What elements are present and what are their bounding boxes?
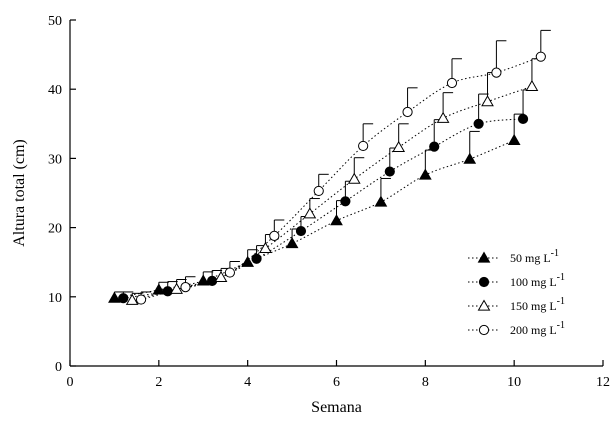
x-tick-label: 4 xyxy=(244,375,251,390)
y-tick-label: 30 xyxy=(48,152,62,167)
legend-entry: 50 mg L-1 xyxy=(510,248,559,265)
data-point-marker xyxy=(118,293,129,304)
data-point-marker xyxy=(535,51,546,62)
x-tick-label: 2 xyxy=(155,375,162,390)
data-point-marker xyxy=(491,67,502,78)
data-point-marker xyxy=(170,282,183,294)
data-point-marker xyxy=(330,214,343,226)
data-point-marker xyxy=(295,225,307,237)
data-point-marker xyxy=(241,255,255,267)
data-point-marker xyxy=(259,241,272,253)
data-point-marker xyxy=(125,293,139,305)
data-point-marker xyxy=(224,267,235,278)
data-point-marker xyxy=(374,195,388,207)
data-point-marker xyxy=(478,276,490,288)
axes: 0 2 4 6 8 10 12 0 10 20 30 40 50 xyxy=(48,14,610,390)
data-point-marker xyxy=(477,251,491,263)
y-tick-label: 40 xyxy=(48,83,62,98)
data-point-marker xyxy=(214,270,228,283)
x-tick-label: 10 xyxy=(507,375,521,390)
data-point-marker xyxy=(477,299,491,311)
data-point-marker xyxy=(162,286,173,297)
y-tick-label: 50 xyxy=(48,14,62,29)
data-point-marker xyxy=(251,253,262,264)
legend-entry: 150 mg L-1 xyxy=(510,296,565,313)
data-point-marker xyxy=(135,294,147,305)
data-point-marker xyxy=(392,140,406,152)
fit-curve xyxy=(123,118,524,299)
fit-curve xyxy=(114,139,515,299)
data-point-marker xyxy=(517,113,529,125)
data-point-marker xyxy=(384,166,395,177)
legend-entry: 200 mg L-1 xyxy=(510,320,565,337)
x-tick-label: 0 xyxy=(67,375,74,390)
data-point-marker xyxy=(340,196,351,207)
data-point-marker xyxy=(152,283,166,295)
legend: 50 mg L-1 100 mg L-1 150 mg L-1 200 mg L-1 xyxy=(468,248,565,337)
fit-curve xyxy=(132,85,533,301)
data-point-marker xyxy=(525,79,539,92)
data-point-marker xyxy=(446,77,458,89)
data-point-marker xyxy=(478,324,490,336)
data-point-marker xyxy=(269,230,280,242)
y-tick-label: 0 xyxy=(55,360,62,375)
x-tick-label: 6 xyxy=(333,375,340,390)
data-point-marker xyxy=(303,207,317,219)
fit-curve xyxy=(140,56,541,301)
data-point-marker xyxy=(402,106,413,118)
y-axis-title: Altura total (cm) xyxy=(11,139,28,247)
data-point-marker xyxy=(313,185,324,197)
data-point-marker xyxy=(418,168,432,180)
x-tick-label: 8 xyxy=(422,375,429,390)
data-point-marker xyxy=(285,237,299,249)
data-point-marker xyxy=(429,141,440,152)
data-point-marker xyxy=(507,133,521,146)
y-tick-label: 20 xyxy=(48,222,62,237)
data-point-marker xyxy=(347,172,361,184)
data-point-marker xyxy=(180,282,191,293)
y-tick-label: 10 xyxy=(48,291,62,306)
x-tick-label: 12 xyxy=(596,375,610,390)
x-axis-title: Semana xyxy=(311,399,362,416)
data-point-marker xyxy=(108,291,121,303)
legend-entry: 100 mg L-1 xyxy=(510,272,565,289)
data-point-marker xyxy=(481,95,494,107)
data-point-marker xyxy=(358,140,369,152)
data-points xyxy=(108,51,546,305)
data-point-marker xyxy=(196,274,210,286)
data-point-marker xyxy=(463,152,477,164)
data-point-marker xyxy=(473,118,484,129)
fit-curves xyxy=(114,56,541,301)
data-point-marker xyxy=(436,111,450,123)
